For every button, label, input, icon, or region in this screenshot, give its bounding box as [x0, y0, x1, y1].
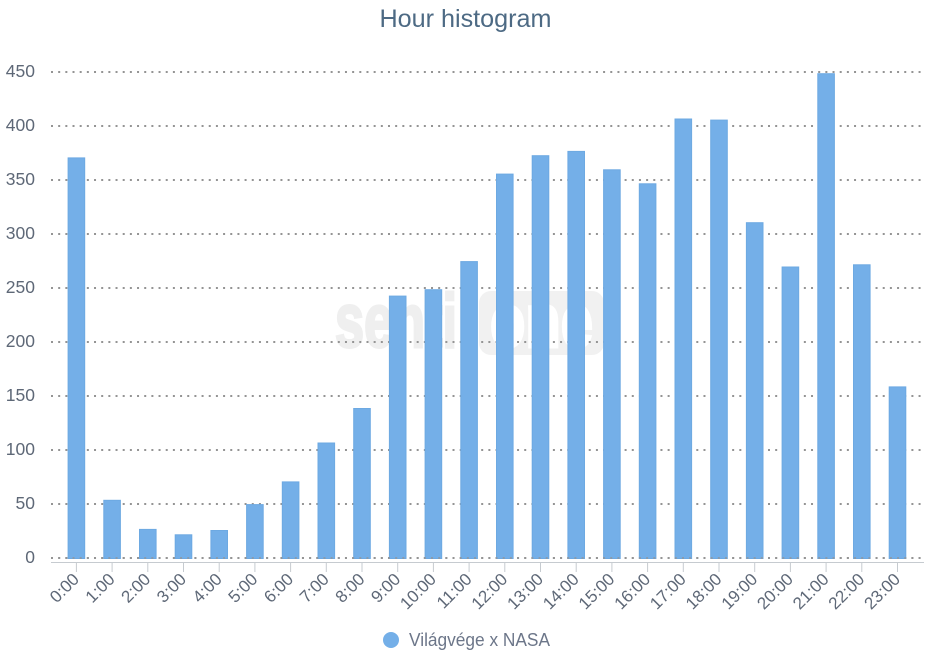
svg-text:Hour histogram: Hour histogram	[380, 5, 552, 33]
svg-text:450: 450	[6, 61, 35, 81]
svg-text:250: 250	[6, 277, 35, 297]
svg-text:200: 200	[6, 331, 35, 351]
svg-text:150: 150	[6, 385, 35, 405]
svg-text:Világvége x NASA: Világvége x NASA	[409, 630, 550, 650]
svg-text:300: 300	[6, 223, 35, 243]
svg-text:100: 100	[6, 439, 35, 459]
svg-text:50: 50	[16, 493, 36, 513]
svg-text:350: 350	[6, 169, 35, 189]
svg-text:400: 400	[6, 115, 35, 135]
svg-text:0: 0	[25, 547, 35, 567]
